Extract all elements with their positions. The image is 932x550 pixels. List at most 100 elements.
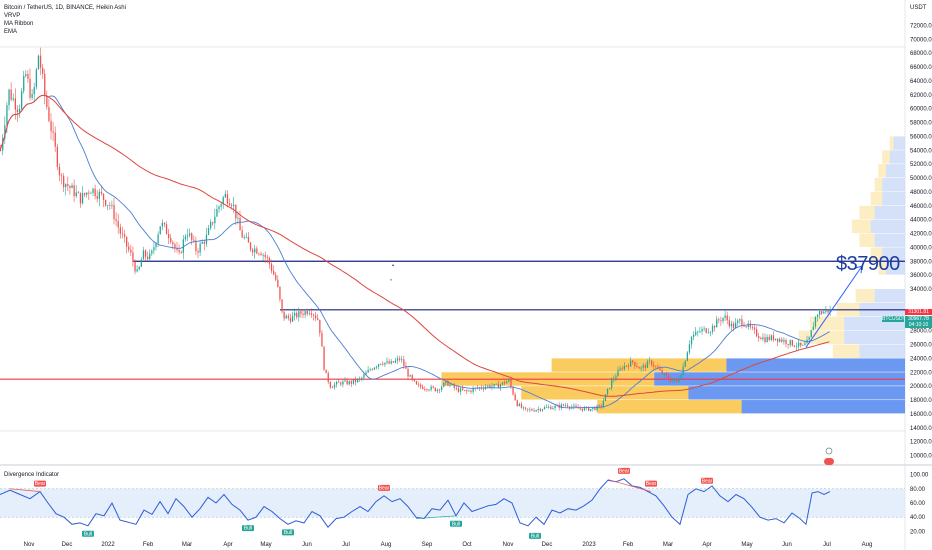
bear-candle [77,192,79,194]
bear-candle [102,193,105,200]
bull-candle [554,405,556,409]
bear-candle [174,244,176,249]
oscillator-tick-label: 20.00 [910,529,926,535]
time-axis[interactable]: Nov Dec 2022 Feb Mar Apr May Jun Jul Aug Sep Oct Nov… [24,542,873,548]
currency-label[interactable]: USDT [910,5,927,11]
bear-candle [134,261,136,272]
price-axis[interactable]: 72000.00 70000.00 68000.00 66000.00 64000.00… [910,23,932,459]
bull-candle [363,374,365,378]
vp-bar-up [893,136,905,150]
target-arrow[interactable] [805,265,863,348]
bear-candle [260,253,262,256]
bear-candle [63,176,65,188]
price-tick-label: 64000.00 [910,79,932,85]
bull-candle [739,319,741,321]
bear-candle [791,340,793,346]
bear-candle [300,311,302,314]
bull-candle [216,208,218,217]
bull-candle [499,384,502,388]
bull-candle [642,365,644,368]
last-price-tag: 30967.78 [905,316,932,322]
bull-candle [802,345,804,346]
bear-candle [753,327,756,330]
bull-candle [218,206,220,209]
bear-candle [665,373,667,376]
bear-candle [726,315,728,321]
bear-candle [249,242,252,250]
signal-label: Bear [379,485,390,491]
bull-candle [201,242,203,244]
bear-candle [54,132,56,147]
bull-signal [450,520,462,527]
bear-candle [405,365,407,369]
bear-candle [117,221,119,228]
horizontal-lines[interactable] [0,260,905,380]
bull-candle [31,94,33,98]
price-tick-label: 36000.00 [910,273,932,279]
bear-candle [178,249,180,252]
bear-candle [42,67,44,74]
bear-candle [634,362,636,367]
bull-candle [686,352,688,361]
misc-icons [824,447,834,465]
bear-candle [600,405,602,407]
indicator-vrvp[interactable]: VRVP [4,13,21,19]
bear-candle [266,257,268,259]
price-tick-label: 34000.00 [910,287,932,293]
bull-candle [819,311,821,315]
bull-candle [333,384,336,388]
bull-candle [136,269,138,272]
bull-candle [535,410,537,412]
bull-candle [829,309,831,313]
bull-candle [33,87,35,95]
bear-candle [123,234,126,237]
bear-candle [371,369,373,371]
indicator-ma-ribbon[interactable]: MA Ribbon [4,21,34,27]
bull-candle [71,185,73,189]
bear-candle [512,386,514,395]
price-tick-label: 22000.00 [910,370,932,376]
bull-candle [285,315,287,319]
bear-candle [655,366,657,368]
bear-candle [279,286,281,300]
bear-candle [163,222,166,225]
bear-candle [176,248,178,250]
bull-candle [548,406,550,408]
time-tick-label: Mar [182,542,192,548]
bear-candle [432,386,434,388]
bull-candle [443,382,445,387]
symbol-title[interactable]: Bitcoin / TetherUS, 1D, BINANCE, Heikin … [4,5,126,11]
arrow-head-icon [854,265,863,274]
bull-candle [596,405,598,411]
bull-candle [409,375,411,377]
bear-candle [113,204,115,220]
bull-candle [243,237,245,239]
bull-candle [222,197,224,205]
bear-candle [289,317,292,322]
bear-candle [705,328,707,333]
signal-label: Bull [531,533,539,539]
bear-candle [56,146,58,167]
bull-candle [86,192,88,195]
indicator-ema[interactable]: EMA [4,29,18,35]
bear-candle [323,346,325,370]
bull-candle [359,378,361,380]
bear-candle [268,257,271,264]
price-tick-label: 26000.00 [910,343,932,349]
bear-candle [16,109,19,113]
bull-candle [604,394,607,402]
vp-bar-up [889,150,905,164]
bull-candle [18,108,21,113]
bear-candle [594,407,596,411]
bear-candle [718,319,720,321]
bear-candle [714,325,716,328]
signal-label: Bear [35,481,46,487]
vp-bar-up [886,261,905,275]
bull-candle [468,390,470,392]
vp-bar-up [874,233,905,247]
vp-bar-up [688,386,905,400]
bear-candle [329,381,331,388]
divergence-indicator-label[interactable]: Divergence Indicator [4,472,60,478]
bull-candle [390,361,392,364]
